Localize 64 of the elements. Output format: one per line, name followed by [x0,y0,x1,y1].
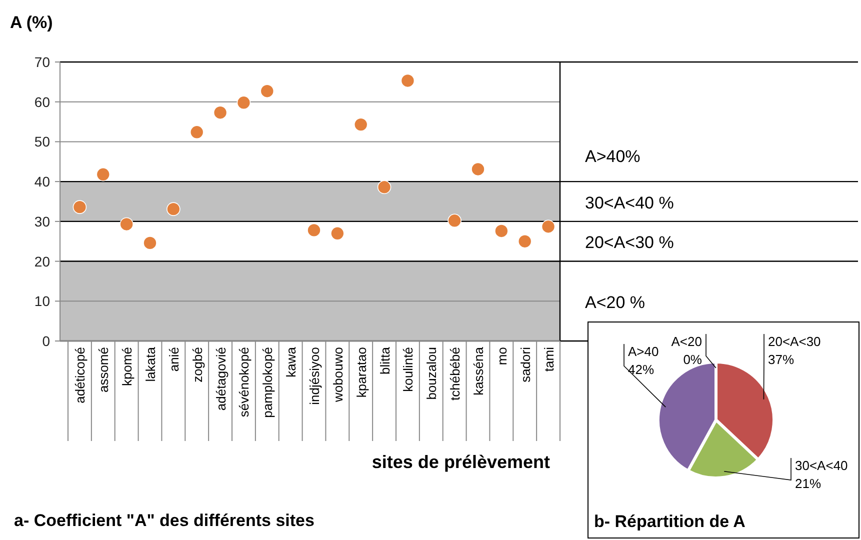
band-label: A<20 % [585,293,646,312]
category-label: A<20 [671,334,702,349]
x-tick-label: lakata [143,346,158,382]
text: a- Coefficient "A" des différents sites [14,511,314,530]
y-tick-label: 40 [34,174,50,190]
point [120,217,134,232]
point [166,202,180,216]
point [213,106,228,120]
x-tick-label: tchébébé [448,347,463,400]
y-tick-label: 30 [34,213,50,230]
data-label: 37% [768,352,794,367]
point [236,96,251,110]
x-tick-label: kasséna [471,346,486,396]
point [260,84,274,98]
y-tick-label: 10 [34,293,50,310]
slice-label: 20<A<30 [768,334,821,349]
point [471,162,485,176]
x-tick-label: bouzalou [424,347,440,400]
text: 20<A<30 % [585,233,674,252]
point [330,226,344,240]
x-tick-label: assomé [96,347,112,393]
y-tick-label: 0 [42,333,50,349]
text: 0% [683,352,702,367]
x-tick-label: sévénokopé [236,347,252,418]
y-tick-label: 20 [34,253,50,270]
point [354,118,368,132]
x-tick-label: adétagovié [213,347,228,411]
x-tick-label: indjésiyoo [307,347,322,405]
y-axis-title: A (%) [10,13,53,32]
data-label: 42% [628,362,654,377]
x-tick-label: anié [166,347,182,372]
x-tick-label: adéticopé [72,347,88,404]
point [518,234,532,248]
x-tick-label: kparatao [354,347,369,398]
data-label: 21% [795,476,822,491]
point [96,167,110,182]
slice-label: A>40 [628,344,659,359]
x-tick-label: wobouwo [330,347,346,403]
slice-label: 30<A<40 [795,458,848,473]
point [494,224,508,238]
x-tick-label: tami [541,346,556,372]
text: b- Répartition de A [594,512,746,531]
x-tick-label: blitta [377,346,392,374]
point [377,180,392,194]
point [307,223,321,238]
x-tick-label: kawa [284,346,299,378]
x-tick-label: kpomé [120,347,135,386]
x-tick-label: pamplokopé [260,347,276,418]
y-tick-label: 70 [34,54,50,70]
band-label: 30<A<40 % [585,194,674,212]
text: A>40% [585,147,640,166]
x-tick-label: zogbé [190,347,205,382]
y-tick-label: 60 [34,94,50,110]
point [72,200,87,214]
x-tick-label: koulinté [400,347,416,392]
point [400,74,415,88]
point [541,220,556,234]
point [448,214,462,228]
point [190,125,204,140]
x-tick-label: mo [494,347,510,366]
point [143,236,157,250]
y-tick-label: 50 [34,134,50,150]
x-axis-title: sites de prélèvement [372,452,550,472]
x-tick-label: sadori [518,346,533,382]
